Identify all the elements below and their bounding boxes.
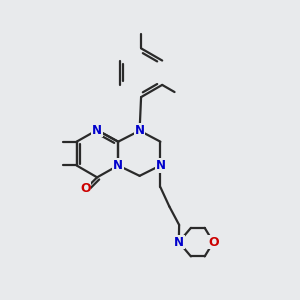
Text: N: N xyxy=(92,124,102,136)
Text: O: O xyxy=(208,236,219,249)
Text: O: O xyxy=(80,182,91,195)
Text: N: N xyxy=(155,159,165,172)
Text: N: N xyxy=(135,124,145,137)
Text: N: N xyxy=(113,159,123,172)
Text: N: N xyxy=(174,236,184,249)
